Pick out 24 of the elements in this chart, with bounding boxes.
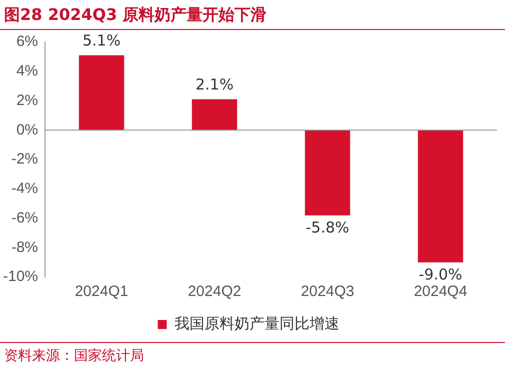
y-tick-label: 0%: [16, 121, 38, 138]
x-tick-label: 2024Q3: [300, 283, 354, 300]
data-label: -5.8%: [306, 218, 350, 237]
y-tick-label: -2%: [11, 150, 38, 168]
x-tick-label: 2024Q4: [414, 283, 468, 300]
data-label: 2.1%: [195, 76, 234, 94]
chart-title: 图28 2024Q3 原料奶产量开始下滑: [0, 0, 505, 30]
data-label: 5.1%: [82, 32, 121, 50]
bar: [192, 99, 238, 130]
legend-label: 我国原料奶产量同比增速: [174, 314, 340, 332]
bar: [418, 130, 464, 262]
x-tick-label: 2024Q1: [74, 283, 128, 300]
bar: [304, 130, 350, 216]
y-tick-label: 2%: [16, 92, 38, 109]
x-tick-label: 2024Q2: [188, 283, 242, 300]
y-tick-label: -6%: [11, 209, 38, 226]
bar: [78, 55, 124, 130]
data-label: -9.0%: [418, 266, 462, 284]
y-tick-label: 6%: [16, 33, 38, 50]
y-tick-label: -10%: [2, 268, 38, 286]
y-tick-label: -4%: [11, 180, 38, 198]
text: 资料来源：国家统计局: [0, 342, 505, 369]
y-tick-label: 4%: [16, 62, 38, 80]
y-tick-label: -8%: [11, 238, 38, 256]
